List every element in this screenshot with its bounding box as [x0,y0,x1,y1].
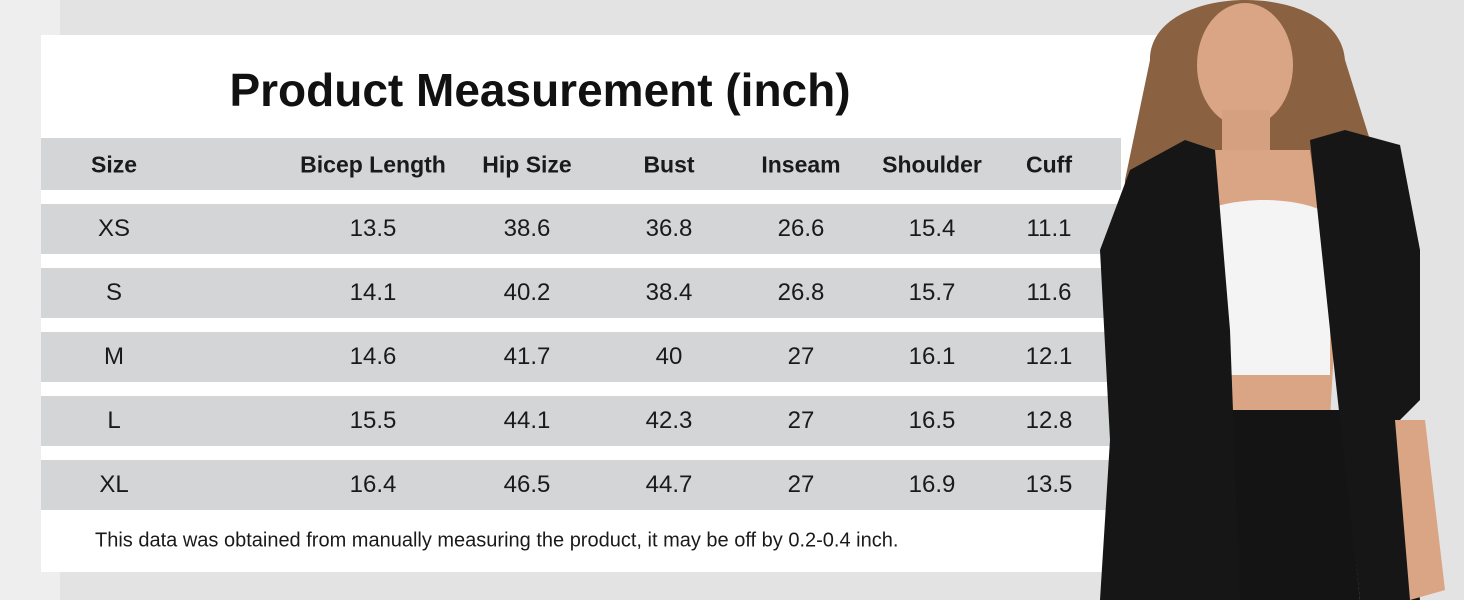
row-band [41,396,1121,446]
measurement: 36.8 [645,215,693,242]
size-label: XS [97,215,131,242]
header-band [41,138,1121,190]
column-header: Size [90,151,138,178]
measurement: 38.6 [503,215,551,242]
blazer-right [1310,130,1420,600]
column-header: Hip Size [482,151,572,178]
measurement: 13.5 [349,215,397,242]
row-band [41,204,1121,254]
measurement: 44.7 [645,471,693,498]
measurement: 16.5 [908,407,956,434]
measurement: 11.6 [1026,279,1072,306]
measurement: 13.5 [1025,471,1073,498]
column-header: Cuff [1026,151,1072,178]
size-label: M [104,343,124,370]
measurement: 12.8 [1025,407,1073,434]
column-header: Shoulder [882,151,982,178]
column-header: Inseam [761,151,841,178]
measurement: 14.6 [349,343,397,370]
measurement: 15.4 [908,215,956,242]
measurement: 12.1 [1025,343,1073,370]
measurement: 40.2 [503,279,551,306]
measurement: 11.1 [1026,215,1072,242]
measurement: 26.8 [777,279,825,306]
blazer-left [1100,140,1240,600]
row-band [41,268,1121,318]
measurement: 15.5 [349,407,397,434]
measurement: 14.1 [349,279,397,306]
measurement: 27 [787,343,815,370]
measurement: 15.7 [908,279,956,306]
note: This data was obtained from manually mea… [95,529,899,552]
face [1197,3,1293,127]
measurement: 41.7 [503,343,551,370]
measurement: 44.1 [503,407,551,434]
shorts [1200,410,1360,600]
column-header: Bust [643,151,695,178]
measurement: 27 [787,471,815,498]
title: Product Measurement (inch) [229,64,851,116]
measurement: 38.4 [645,279,693,306]
measurement: 40 [655,343,683,370]
measurement: 27 [787,407,815,434]
row-band [41,460,1121,510]
row-band [41,332,1121,382]
size-label: XL [99,471,129,498]
measurement: 16.4 [349,471,397,498]
measurement: 16.9 [908,471,956,498]
measurement: 26.6 [777,215,825,242]
measurement: 16.1 [908,343,956,370]
hand [1395,420,1445,600]
column-header: Bicep Length [300,151,446,178]
measurement: 42.3 [645,407,693,434]
size-label: L [107,407,121,434]
measurement: 46.5 [503,471,551,498]
size-label: S [105,279,123,306]
